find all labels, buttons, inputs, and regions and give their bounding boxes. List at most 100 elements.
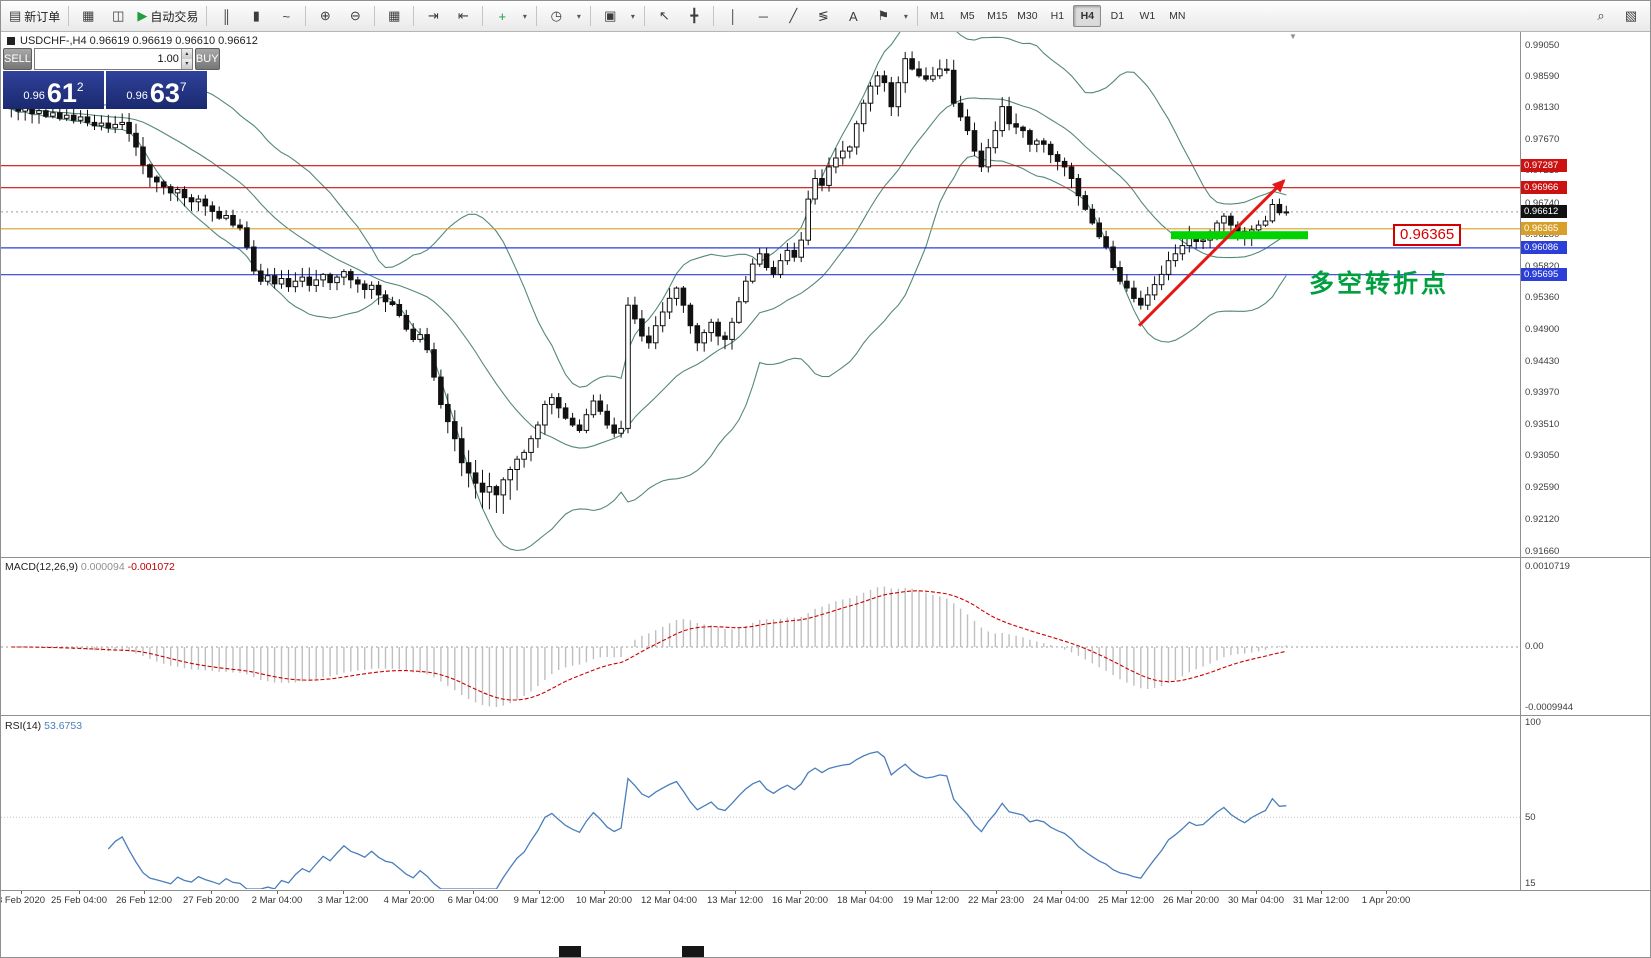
templates-dropdown[interactable]: ▾ bbox=[625, 4, 640, 28]
zoom-out-button-glyph: ⊖ bbox=[349, 8, 361, 23]
volume-up-button[interactable]: ▴ bbox=[180, 49, 192, 59]
time-axis[interactable]: 3 Feb 2020 25 Feb 04:00 26 Feb 12:00 27 Feb… bbox=[1, 890, 1650, 909]
time-tick bbox=[1126, 891, 1127, 894]
main-chart[interactable] bbox=[1, 31, 1520, 557]
timeframe-mn[interactable]: MN bbox=[1169, 10, 1186, 22]
zoom-out-button[interactable]: ⊖ bbox=[340, 4, 370, 28]
sell-price[interactable]: 0.96 61 2 bbox=[3, 71, 104, 109]
timeframe-h1[interactable]: H1 bbox=[1050, 10, 1065, 22]
volume-down-button[interactable]: ▾ bbox=[180, 59, 192, 69]
macd-indicator-label: MACD(12,26,9) 0.000094 -0.001072 bbox=[5, 561, 175, 573]
price-annotation-box[interactable]: 0.96365 bbox=[1393, 224, 1462, 246]
trendline-button[interactable]: ╱ bbox=[778, 4, 808, 28]
symbol-ohlc-line: USDCHF-,H4 0.96619 0.96619 0.96610 0.966… bbox=[7, 35, 258, 47]
time-axis-label: 30 Mar 04:00 bbox=[1228, 895, 1284, 906]
crosshair-button[interactable]: ╋ bbox=[679, 4, 709, 28]
time-tick bbox=[865, 891, 866, 894]
profiles-icon[interactable]: ◫ bbox=[103, 4, 133, 28]
cursor-button[interactable]: ↖ bbox=[649, 4, 679, 28]
indicators-dropdown[interactable]: ▾ bbox=[517, 4, 532, 28]
support-zone[interactable] bbox=[1171, 231, 1308, 240]
macd-signal-line bbox=[11, 590, 1287, 701]
chart-shift-button[interactable]: ⇤ bbox=[448, 4, 478, 28]
time-tick bbox=[931, 891, 932, 894]
macd-histogram bbox=[17, 586, 1288, 707]
turning-point-annotation[interactable]: 多空转折点 bbox=[1309, 270, 1450, 298]
bars-button[interactable]: ║ bbox=[211, 4, 241, 28]
toolbar-separator bbox=[305, 6, 307, 26]
pane-splitter-rsi[interactable] bbox=[1, 715, 1650, 716]
time-tick bbox=[669, 891, 670, 894]
time-tick bbox=[79, 891, 80, 894]
text-button[interactable]: A bbox=[838, 4, 868, 28]
cursor-button-glyph: ↖ bbox=[658, 8, 670, 23]
macd-pane[interactable] bbox=[1, 559, 1520, 715]
templates-button[interactable]: ▣ bbox=[595, 4, 625, 28]
vertical-line-button-glyph: │ bbox=[729, 8, 738, 24]
timeframe-m15[interactable]: M15 bbox=[987, 10, 1008, 22]
time-tick bbox=[735, 891, 736, 894]
periods-dropdown[interactable]: ▾ bbox=[571, 4, 586, 28]
price-axis[interactable]: 0.990500.985900.981300.976700.972100.967… bbox=[1520, 31, 1650, 891]
new-order-button-glyph: ▤ bbox=[9, 8, 22, 23]
data-window-icon[interactable]: ▧ bbox=[1616, 4, 1646, 28]
toolbar-group: ▣ ▾ bbox=[595, 4, 640, 28]
indicators-button[interactable]: + bbox=[487, 4, 517, 28]
autotrading-button[interactable]: ▶ 自动交易 bbox=[133, 4, 202, 28]
candles-button[interactable]: ▮ bbox=[241, 4, 271, 28]
sell-button[interactable]: SELL bbox=[3, 48, 32, 70]
chart-window-icon[interactable]: ▦ bbox=[73, 4, 103, 28]
horizontal-line-button[interactable]: ─ bbox=[748, 4, 778, 28]
buy-price-prefix: 0.96 bbox=[126, 90, 148, 102]
macd-axis-label: -0.0009944 bbox=[1525, 702, 1574, 713]
line-chart-button[interactable]: ~ bbox=[271, 4, 301, 28]
toolbar-separator bbox=[482, 6, 484, 26]
price-tag-0.96365: 0.96365 bbox=[1521, 222, 1567, 236]
search-icon[interactable]: ⌕ bbox=[1586, 4, 1616, 28]
shapes-dropdown[interactable]: ▾ bbox=[898, 4, 913, 28]
timeframe-m30[interactable]: M30 bbox=[1017, 10, 1038, 22]
taskbar-fragment bbox=[682, 946, 704, 957]
trendline-button-glyph: ╱ bbox=[789, 8, 798, 23]
timeframe-m5[interactable]: M5 bbox=[960, 10, 975, 22]
label-button[interactable]: ⚑ bbox=[868, 4, 898, 28]
rsi-pane[interactable] bbox=[1, 717, 1520, 889]
toolbar-group: │ ─ ╱ ≶ A ⚑ ▾ bbox=[718, 4, 913, 28]
sell-price-big: 61 bbox=[46, 78, 77, 108]
zoom-in-button-glyph: ⊕ bbox=[319, 8, 331, 23]
volume-input[interactable] bbox=[34, 49, 181, 69]
chart-shift-marker[interactable]: ▼ bbox=[1289, 32, 1297, 41]
zoom-in-button[interactable]: ⊕ bbox=[310, 4, 340, 28]
buy-button[interactable]: BUY bbox=[194, 48, 220, 70]
toolbar-group: ▦ bbox=[379, 4, 409, 28]
buy-price[interactable]: 0.96 63 7 bbox=[106, 71, 207, 109]
price-tag-0.96086: 0.96086 bbox=[1521, 241, 1567, 255]
timeframe-d1[interactable]: D1 bbox=[1110, 10, 1125, 22]
toolbar-group: ◷ ▾ bbox=[541, 4, 586, 28]
toolbar-group: ⊕ ⊖ bbox=[310, 4, 370, 28]
trend-arrow[interactable] bbox=[1137, 179, 1286, 327]
timeframe-m1[interactable]: M1 bbox=[930, 10, 945, 22]
vertical-line-button[interactable]: │ bbox=[718, 4, 748, 28]
bollinger-upper-line bbox=[11, 31, 1287, 388]
tile-windows-button-glyph: ▦ bbox=[388, 8, 401, 23]
periods-button-glyph: ◷ bbox=[550, 8, 562, 23]
auto-scroll-button[interactable]: ⇥ bbox=[418, 4, 448, 28]
timeframe-group: M1 M5 M15 M30 H1 H4 D1 W1 MN bbox=[922, 5, 1192, 27]
label-button-glyph: ⚑ bbox=[877, 8, 890, 23]
time-tick bbox=[343, 891, 344, 894]
timeframe-h4[interactable]: H4 bbox=[1073, 5, 1102, 27]
new-order-button[interactable]: ▤ 新订单 bbox=[5, 4, 64, 28]
tile-windows-button[interactable]: ▦ bbox=[379, 4, 409, 28]
pane-splitter-macd[interactable] bbox=[1, 557, 1650, 558]
templates-dropdown-glyph: ▾ bbox=[630, 11, 635, 21]
time-tick bbox=[144, 891, 145, 894]
periods-button[interactable]: ◷ bbox=[541, 4, 571, 28]
price-axis-label: 0.97670 bbox=[1525, 133, 1560, 145]
toolbar-right-group: ⌕ ▧ bbox=[1586, 4, 1646, 28]
buy-price-sup: 7 bbox=[179, 80, 187, 94]
fibonacci-button[interactable]: ≶ bbox=[808, 4, 838, 28]
time-tick bbox=[1256, 891, 1257, 894]
timeframe-w1[interactable]: W1 bbox=[1139, 10, 1156, 22]
